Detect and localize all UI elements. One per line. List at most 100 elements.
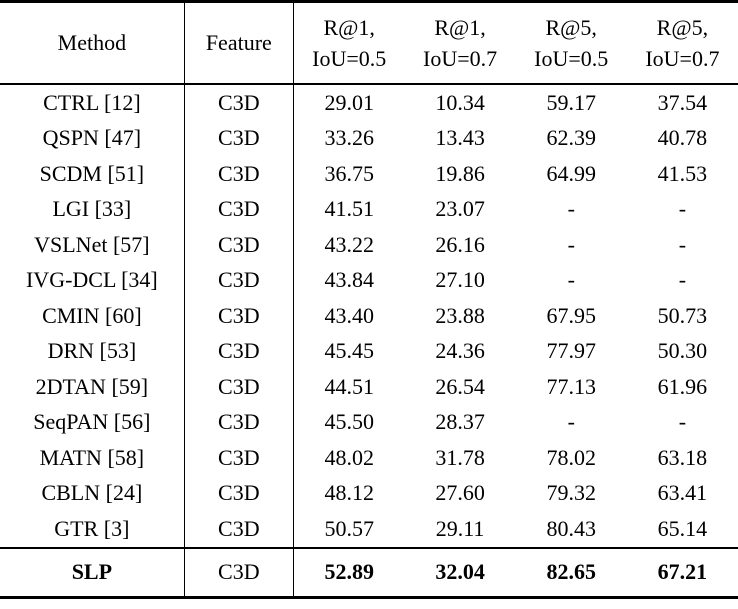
table-body: CTRL [12] C3D 29.01 10.34 59.17 37.54 QS… [0,84,738,597]
value-cell: 41.51 [324,196,374,222]
value-cell: 43.40 [324,302,374,328]
value-cell: 43.84 [324,267,374,293]
value-cell: 80.43 [546,515,596,541]
table-row: CTRL [12] C3D 29.01 10.34 59.17 37.54 [0,84,738,121]
header-line1: R@1, [434,15,486,40]
method-cell: MATN [58] [0,440,185,476]
table-row: MATN [58] C3D 48.02 31.78 78.02 63.18 [0,440,738,476]
value-cell: 63.41 [657,480,708,506]
header-line1: R@1, [323,15,375,40]
method-cell: VSLNet [57] [0,227,185,263]
value-cell: 40.78 [657,125,708,151]
col-header-r1-iou07: R@1, IoU=0.7 [405,2,516,85]
method-cell: CBLN [24] [0,475,185,511]
feature-cell: C3D [184,511,294,548]
value-cell: 65.14 [657,515,708,541]
feature-cell: C3D [184,84,294,121]
col-header-r1-iou05: R@1, IoU=0.5 [293,2,404,85]
value-cell: 27.10 [435,267,485,293]
value-cell: 79.32 [546,480,596,506]
method-cell: SeqPAN [56] [0,404,185,440]
header-line1: R@5, [656,15,709,40]
col-header-r5-iou05: R@5, IoU=0.5 [516,2,627,85]
value-cell: 37.54 [657,89,708,115]
header-line2: IoU=0.5 [534,46,609,71]
value-cell: 29.11 [435,515,485,541]
value-cell: 13.43 [435,125,485,151]
value-cell: 67.21 [657,559,708,584]
method-cell: LGI [33] [0,191,185,227]
feature-cell: C3D [184,227,294,263]
value-cell: 43.22 [324,231,374,257]
feature-cell: C3D [184,547,294,597]
value-cell: - [678,409,687,435]
value-cell: 26.16 [435,231,485,257]
feature-cell: C3D [184,191,294,227]
value-cell: 41.53 [657,160,708,186]
value-cell: - [567,231,575,257]
value-cell: 31.78 [435,444,485,470]
value-cell: 61.96 [657,373,708,399]
value-cell: 52.89 [324,559,374,584]
feature-cell: C3D [184,262,294,298]
value-cell: 77.97 [546,338,596,364]
value-cell: 59.17 [546,89,596,115]
header-line1: R@5, [545,15,597,40]
table-row: LGI [33] C3D 41.51 23.07 - - [0,191,738,227]
value-cell: 64.99 [546,160,596,186]
header-line2: IoU=0.5 [312,46,387,71]
feature-cell: C3D [184,369,294,405]
value-cell: - [678,267,687,293]
value-cell: 29.01 [324,89,374,115]
table-row: QSPN [47] C3D 33.26 13.43 62.39 40.78 [0,120,738,156]
table-row: CBLN [24] C3D 48.12 27.60 79.32 63.41 [0,475,738,511]
feature-cell: C3D [184,120,294,156]
value-cell: 45.45 [324,338,374,364]
value-cell: 50.30 [657,338,708,364]
feature-cell: C3D [184,298,294,334]
col-header-r5-iou07: R@5, IoU=0.7 [627,2,738,85]
table-row: DRN [53] C3D 45.45 24.36 77.97 50.30 [0,333,738,369]
value-cell: 48.02 [324,444,374,470]
feature-cell: C3D [184,333,294,369]
value-cell: 50.57 [324,515,374,541]
value-cell: 78.02 [546,444,596,470]
feature-cell: C3D [184,156,294,192]
value-cell: - [678,231,687,257]
method-cell: SCDM [51] [0,156,185,192]
method-cell: CMIN [60] [0,298,185,334]
header-row: Method Feature R@1, IoU=0.5 R@1, IoU=0.7… [0,1,738,85]
value-cell: 50.73 [657,302,708,328]
value-cell: 44.51 [324,373,374,399]
value-cell: 27.60 [435,480,485,506]
table-row: VSLNet [57] C3D 43.22 26.16 - - [0,227,738,263]
table-row: 2DTAN [59] C3D 44.51 26.54 77.13 61.96 [0,369,738,405]
method-cell: 2DTAN [59] [0,369,185,405]
value-cell: 45.50 [324,409,374,435]
col-header-method: Method [0,1,185,84]
value-cell: 23.88 [435,302,485,328]
method-cell: GTR [3] [0,511,185,548]
table-row: GTR [3] C3D 50.57 29.11 80.43 65.14 [0,511,738,548]
value-cell: 23.07 [435,196,485,222]
value-cell: 33.26 [324,125,374,151]
table-row: SCDM [51] C3D 36.75 19.86 64.99 41.53 [0,156,738,192]
value-cell: - [567,267,575,293]
method-cell: DRN [53] [0,333,185,369]
value-cell: - [678,196,687,222]
value-cell: - [567,409,575,435]
table-header: Method Feature R@1, IoU=0.5 R@1, IoU=0.7… [0,1,738,85]
feature-cell: C3D [184,404,294,440]
table-row: CMIN [60] C3D 43.40 23.88 67.95 50.73 [0,298,738,334]
col-header-feature: Feature [184,1,294,84]
feature-cell: C3D [184,440,294,476]
table-row: IVG-DCL [34] C3D 43.84 27.10 - - [0,262,738,298]
value-cell: 24.36 [435,338,485,364]
value-cell: 28.37 [435,409,485,435]
method-cell: SLP [0,547,185,597]
header-line2: IoU=0.7 [423,46,498,71]
table-row: SeqPAN [56] C3D 45.50 28.37 - - [0,404,738,440]
method-cell: IVG-DCL [34] [0,262,185,298]
method-cell: CTRL [12] [0,84,185,121]
value-cell: 77.13 [546,373,596,399]
